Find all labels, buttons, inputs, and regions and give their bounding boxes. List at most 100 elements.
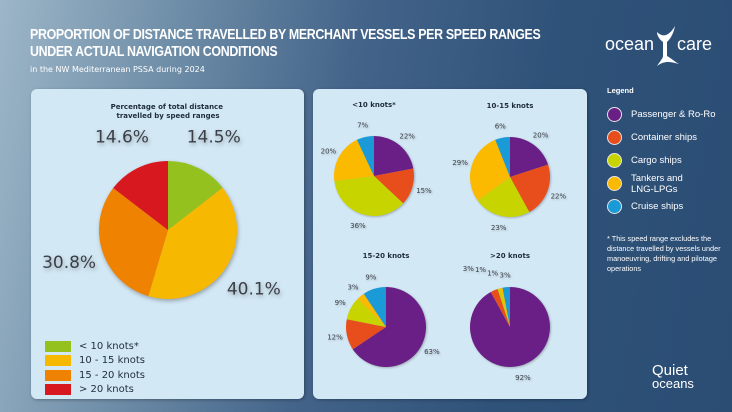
legend-label: Container ships — [631, 132, 698, 143]
footnote-text: This speed range excludes the distance t… — [607, 234, 721, 273]
pie-slice — [98, 188, 168, 297]
vessel-pie: 9%3%9%12%63% — [327, 274, 440, 367]
data-label: 3% — [500, 272, 511, 280]
pie-slice — [346, 298, 386, 327]
legend-dot — [607, 153, 622, 168]
data-label: 36% — [350, 222, 366, 230]
legend-swatch — [45, 384, 71, 396]
pie-slice — [374, 136, 414, 176]
pie-title: <10 knots* — [352, 101, 396, 109]
vessel-pie: 6% 29% 23% 22% 20% — [452, 122, 566, 232]
vessel-pie: 3%1%1%3%92% — [463, 265, 550, 382]
data-label: 29% — [452, 159, 468, 167]
pie-slice — [168, 161, 223, 230]
pie-slice — [490, 288, 510, 327]
main-pie: 14.6% 30.8% 40.1% 14.5% — [42, 128, 281, 300]
pie-title: >20 knots — [490, 252, 530, 260]
legend-label: 10 - 15 knots — [79, 355, 145, 367]
pie-slice — [356, 136, 374, 176]
legend-dot — [607, 107, 622, 122]
page-title: PROPORTION OF DISTANCE TRAVELLED BY MERC… — [30, 26, 541, 60]
legend-label: Tankers and LNG-LPGs — [631, 172, 683, 195]
data-label: 6% — [495, 122, 506, 130]
data-label: 63% — [424, 348, 440, 356]
data-label: 40.1% — [227, 280, 281, 300]
legend-item: Tankers and LNG-LPGs — [607, 172, 715, 195]
pie-slice — [352, 287, 426, 367]
vessel-type-panel: 7% 20% 36% 15% 22% <10 knots* 6% 29% 23% 22% 20% 10… — [313, 89, 587, 399]
pie-slice — [510, 137, 549, 177]
pie-slice — [495, 137, 510, 177]
logo-line-1: Quiet — [652, 362, 688, 379]
legend-dot — [607, 130, 622, 145]
pie-slice — [334, 176, 404, 217]
data-label: 1% — [487, 270, 498, 278]
legend-dot — [607, 176, 622, 191]
data-label: 14.6% — [95, 128, 149, 148]
vessel-legend: Legend Passenger & Ro-Ro Container ships C… — [607, 86, 715, 218]
pie-slice — [500, 287, 510, 327]
data-label: 9% — [365, 274, 376, 282]
data-label: 3% — [463, 265, 474, 273]
speed-range-legend: < 10 knots* 10 - 15 knots 15 - 20 knots > 2… — [45, 339, 145, 397]
legend-label: Passenger & Ro-Ro — [631, 109, 716, 120]
svg-text:ocean: ocean — [605, 34, 654, 54]
legend-item: > 20 knots — [45, 383, 145, 398]
legend-item: < 10 knots* — [45, 339, 145, 354]
legend-item: 15 - 20 knots — [45, 368, 145, 383]
legend-item: Container ships — [607, 126, 715, 149]
data-label: 7% — [357, 122, 368, 130]
pie-slice — [502, 287, 510, 327]
pie-title: 10-15 knots — [487, 102, 534, 110]
legend-item: Cargo ships — [607, 149, 715, 172]
footnote: * This speed range excludes the distance… — [607, 234, 729, 274]
chart-title-line-2: travelled by speed ranges — [116, 112, 219, 120]
legend-label: Cargo ships — [631, 155, 682, 166]
pie-slice — [334, 139, 374, 182]
data-label: 23% — [491, 224, 507, 232]
pie-slice — [470, 139, 510, 201]
legend-title: Legend — [607, 86, 634, 95]
total-distance-pie-chart: Percentage of total distance travelled b… — [42, 103, 281, 300]
pie-slice — [374, 168, 414, 204]
legend-swatch — [45, 369, 71, 381]
data-label: 22% — [551, 193, 567, 201]
data-label: 20% — [321, 147, 337, 155]
logo-line-2: oceans — [652, 376, 694, 391]
legend-dot — [607, 199, 622, 214]
data-label: 1% — [475, 266, 486, 274]
legend-label: < 10 knots* — [79, 340, 139, 352]
data-label: 3% — [347, 283, 358, 291]
title-line-2: UNDER ACTUAL NAVIGATION CONDITIONS — [30, 43, 278, 60]
pie-title: 15-20 knots — [363, 252, 410, 260]
legend-swatch — [45, 340, 71, 352]
pie-slice — [477, 177, 530, 217]
footnote-mark: * — [607, 234, 610, 243]
pie-slice — [510, 164, 550, 213]
quiet-oceans-logo: Quiet oceans — [638, 362, 694, 391]
data-label: 9% — [335, 299, 346, 307]
legend-item: 10 - 15 knots — [45, 354, 145, 369]
data-label: 12% — [327, 334, 343, 342]
pie-slice — [148, 187, 237, 299]
title-line-1: PROPORTION OF DISTANCE TRAVELLED BY MERC… — [30, 26, 541, 43]
data-label: 30.8% — [42, 253, 96, 273]
total-distance-panel: Percentage of total distance travelled b… — [31, 89, 304, 399]
oceancare-logo: ocean care — [605, 26, 712, 66]
data-label: 15% — [416, 187, 432, 195]
data-label: 22% — [399, 132, 415, 140]
svg-text:care: care — [677, 34, 712, 54]
pie-slice — [357, 293, 386, 327]
chart-title: Percentage of total distance travelled b… — [111, 103, 226, 120]
data-label: 92% — [515, 374, 531, 382]
data-label: 14.5% — [187, 128, 241, 148]
data-label: 20% — [533, 131, 549, 139]
pie-slice — [113, 161, 168, 230]
legend-label: Cruise ships — [631, 201, 684, 212]
legend-item: Passenger & Ro-Ro — [607, 103, 715, 126]
pie-slice — [346, 319, 386, 350]
legend-label: 15 - 20 knots — [79, 369, 145, 381]
vessel-type-pie-charts: 7% 20% 36% 15% 22% <10 knots* 6% 29% 23% 22% 20% 10… — [321, 101, 567, 382]
pie-slice — [497, 288, 510, 327]
subtitle: in the NW Mediterranean PSSA during 2024 — [30, 65, 205, 74]
